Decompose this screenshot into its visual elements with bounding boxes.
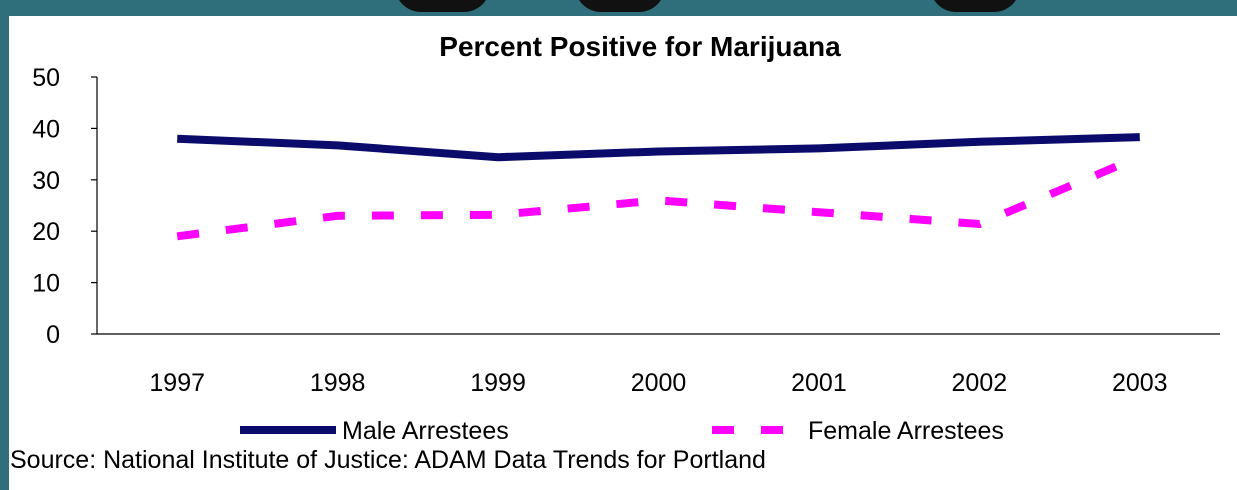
y-tick-label: 10 bbox=[32, 270, 60, 298]
source-note: Source: National Institute of Justice: A… bbox=[10, 446, 766, 474]
chart-series bbox=[176, 133, 1142, 241]
header-shape bbox=[930, 0, 1020, 12]
y-tick-label: 30 bbox=[32, 167, 60, 195]
header-shape bbox=[575, 0, 665, 12]
x-tick-label: 2003 bbox=[1112, 369, 1168, 397]
x-tick-label: 1999 bbox=[470, 369, 526, 397]
x-tick-label: 2002 bbox=[952, 369, 1008, 397]
header-shape bbox=[395, 0, 490, 12]
y-tick-label: 0 bbox=[46, 321, 60, 349]
slide-side-band bbox=[0, 0, 9, 490]
y-tick-label: 50 bbox=[32, 64, 60, 92]
slide-header-band bbox=[0, 0, 1237, 16]
chart-legend: Male Arrestees Female Arrestees bbox=[240, 417, 1004, 440]
legend-label: Female Arrestees bbox=[808, 417, 1004, 440]
legend-label: Male Arrestees bbox=[342, 417, 509, 440]
x-tick-label: 2001 bbox=[791, 369, 847, 397]
line-chart: Percent Positive for Marijuana 0 10 20 30 40… bbox=[32, 31, 1220, 440]
y-tick-label: 40 bbox=[32, 115, 60, 143]
x-tick-label: 1998 bbox=[310, 369, 366, 397]
series-line-1 bbox=[176, 153, 1142, 241]
chart-axes: 0 10 20 30 40 50 1997 1998 1999 2000 2001 2002 2003 bbox=[32, 64, 1220, 397]
x-tick-label: 2000 bbox=[631, 369, 687, 397]
series-line-0 bbox=[177, 133, 1140, 162]
y-tick-label: 20 bbox=[32, 218, 60, 246]
chart-title: Percent Positive for Marijuana bbox=[439, 31, 841, 62]
x-tick-label: 1997 bbox=[149, 369, 205, 397]
